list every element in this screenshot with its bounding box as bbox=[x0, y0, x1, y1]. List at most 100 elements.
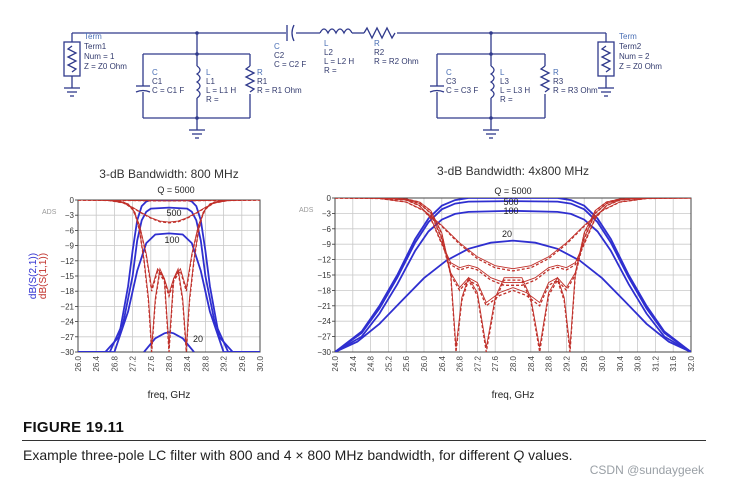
y-tick-label: −9 bbox=[65, 242, 75, 251]
caption-q: Q bbox=[513, 447, 525, 463]
chart-4x800mhz: 3-dB Bandwidth: 4x800 MHz 24.0 24.4 24.8 25.… bbox=[283, 160, 703, 410]
s11-line bbox=[78, 200, 260, 202]
x-tick-label: 28.4 bbox=[183, 355, 192, 371]
y-tick-label: −21 bbox=[60, 302, 74, 311]
term1-num: Num = 1 bbox=[84, 52, 115, 61]
chart-title: 3-dB Bandwidth: 800 MHz bbox=[99, 167, 238, 181]
x-tick-label: 30.0 bbox=[256, 355, 265, 371]
l2-kind: L bbox=[324, 39, 329, 48]
s11-line bbox=[335, 198, 691, 304]
y-tick-label: −24 bbox=[317, 317, 331, 326]
x-tick-label: 26.0 bbox=[420, 355, 429, 371]
filter-schematic: Term Term1 Num = 1 Z = Z0 Ohm C C1 C = C… bbox=[63, 24, 662, 139]
s21-line bbox=[78, 206, 260, 352]
q-annotation: Q = 5000 bbox=[157, 185, 194, 195]
x-tick-label: 29.6 bbox=[580, 355, 589, 371]
x-tick-label: 24.0 bbox=[331, 355, 340, 371]
y-tick-label: −15 bbox=[60, 272, 74, 281]
y-tick-label: −27 bbox=[60, 333, 74, 342]
q-annotation: 100 bbox=[503, 206, 518, 216]
x-tick-label: 30.8 bbox=[634, 355, 643, 371]
figure-caption: Example three-pole LC filter with 800 an… bbox=[23, 447, 573, 463]
l3-r: R = bbox=[500, 95, 513, 104]
l3-value: L = L3 H bbox=[500, 86, 530, 95]
x-tick-label: 27.6 bbox=[491, 355, 500, 371]
caption-part-1: Example three-pole LC filter with 800 an… bbox=[23, 447, 514, 463]
c2-kind: C bbox=[274, 42, 280, 51]
x-tick-label: 30.4 bbox=[616, 355, 625, 371]
x-tick-label: 28.8 bbox=[545, 355, 554, 371]
x-tick-label: 28.8 bbox=[201, 355, 210, 371]
s11-line bbox=[335, 198, 691, 284]
x-tick-label: 29.2 bbox=[220, 355, 229, 371]
c1-kind: C bbox=[152, 68, 158, 77]
q-annotation: 20 bbox=[502, 229, 512, 239]
l1-r: R = bbox=[206, 95, 219, 104]
y-tick-label: −30 bbox=[317, 348, 331, 357]
y-axis-label: dB(S(2,1))dB(S(1,1)) bbox=[28, 253, 49, 299]
s21-line bbox=[335, 200, 691, 352]
ads-watermark: ADS bbox=[42, 209, 57, 216]
q-annotation: 20 bbox=[193, 334, 203, 344]
r3-value: R = R3 Ohm bbox=[553, 86, 598, 95]
s11-line bbox=[78, 200, 260, 348]
s21-line bbox=[335, 198, 691, 352]
caption-part-2: values. bbox=[524, 447, 573, 463]
x-tick-label: 24.4 bbox=[349, 355, 358, 371]
ads-watermark: ADS bbox=[299, 207, 314, 214]
x-tick-label: 27.6 bbox=[147, 355, 156, 371]
term2-num: Num = 2 bbox=[619, 52, 650, 61]
s21-line bbox=[335, 239, 691, 352]
r3-name: R3 bbox=[553, 77, 564, 86]
s21-line bbox=[335, 209, 691, 352]
l1-name: L1 bbox=[206, 77, 215, 86]
r2-value: R = R2 Ohm bbox=[374, 57, 419, 66]
r2-kind: R bbox=[374, 39, 380, 48]
x-tick-label: 26.8 bbox=[456, 355, 465, 371]
c1-value: C = C1 F bbox=[152, 86, 184, 95]
r1-name: R1 bbox=[257, 77, 268, 86]
x-tick-label: 26.4 bbox=[92, 355, 101, 371]
y-tick-label: −6 bbox=[322, 225, 332, 234]
term1-kind: Term bbox=[84, 32, 102, 41]
c1-name: C1 bbox=[152, 77, 163, 86]
series-group bbox=[78, 200, 260, 352]
r2-name: R2 bbox=[374, 48, 385, 57]
y-tick-label: −3 bbox=[65, 211, 75, 220]
c2-value: C = C2 F bbox=[274, 60, 306, 69]
s11-line bbox=[78, 200, 260, 295]
x-tick-label: 26.8 bbox=[110, 355, 119, 371]
y-tick-label: −30 bbox=[60, 348, 74, 357]
l2-r: R = bbox=[324, 66, 337, 75]
c3-name: C3 bbox=[446, 77, 457, 86]
x-tick-label: 25.2 bbox=[384, 355, 393, 371]
chart-800mhz: 3-dB Bandwidth: 800 MHz 26.0 26.4 26.8 27.2 2… bbox=[28, 160, 278, 410]
l1-kind: L bbox=[206, 68, 211, 77]
q-annotation: 500 bbox=[166, 208, 181, 218]
y-tick-label: −24 bbox=[60, 318, 74, 327]
c3-kind: C bbox=[446, 68, 452, 77]
x-tick-label: 29.6 bbox=[238, 355, 247, 371]
x-tick-label: 32.0 bbox=[687, 355, 696, 371]
ylabel-s11: dB(S(1,1)) bbox=[38, 253, 49, 299]
term1-z: Z = Z0 Ohm bbox=[84, 62, 127, 71]
q-annotation: 500 bbox=[503, 197, 518, 207]
x-tick-label: 25.6 bbox=[402, 355, 411, 371]
y-tick-label: −15 bbox=[317, 271, 331, 280]
r3-kind: R bbox=[553, 68, 559, 77]
s21-line bbox=[143, 331, 195, 352]
q-annotation: Q = 5000 bbox=[494, 186, 531, 196]
source-watermark: CSDN @sundaygeek bbox=[589, 463, 704, 477]
x-tick-label: 29.2 bbox=[562, 355, 571, 371]
y-tick-label: −27 bbox=[317, 333, 331, 342]
l2-name: L2 bbox=[324, 48, 333, 57]
chart-4x800mhz-plot: 3-dB Bandwidth: 4x800 MHz 24.0 24.4 24.8 25.… bbox=[299, 164, 696, 401]
caption-divider bbox=[22, 440, 706, 441]
term2-name: Term2 bbox=[619, 42, 642, 51]
y-tick-label: −9 bbox=[322, 240, 332, 249]
x-tick-label: 27.2 bbox=[473, 355, 482, 371]
x-tick-label: 26.0 bbox=[74, 355, 83, 371]
x-tick-label: 30.0 bbox=[598, 355, 607, 371]
s11-line bbox=[335, 198, 691, 348]
y-tick-label: 0 bbox=[327, 194, 332, 203]
